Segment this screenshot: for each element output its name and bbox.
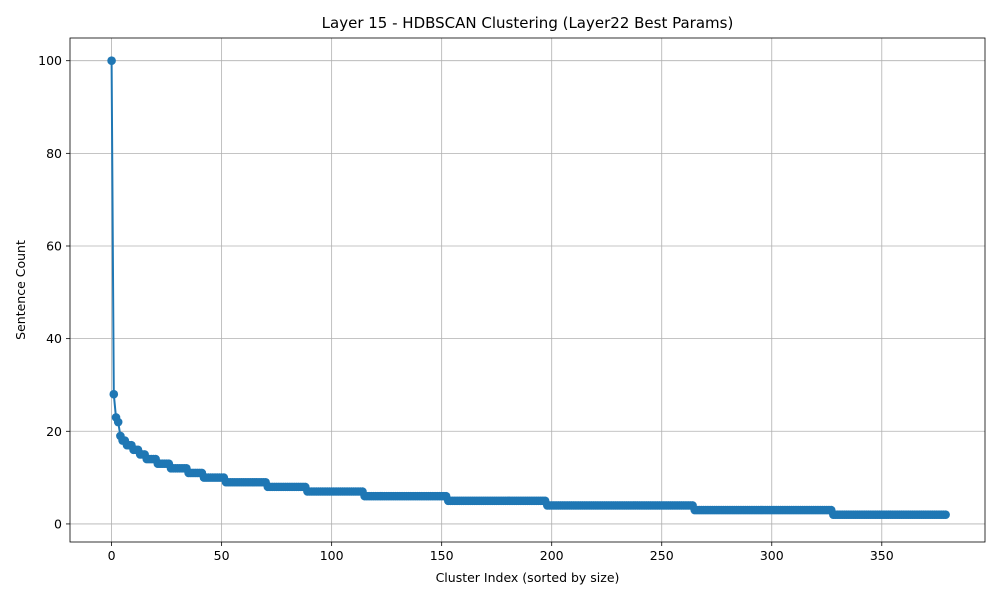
x-tick-label: 300 xyxy=(760,548,784,563)
x-tick-label: 350 xyxy=(870,548,894,563)
x-tick-label: 50 xyxy=(214,548,230,563)
y-tick-label: 20 xyxy=(46,424,62,439)
y-tick-label: 0 xyxy=(54,516,62,531)
data-point xyxy=(941,510,950,519)
x-tick-label: 0 xyxy=(108,548,116,563)
data-point xyxy=(107,56,116,65)
y-tick-label: 60 xyxy=(46,238,62,253)
data-point xyxy=(109,389,119,399)
series-line xyxy=(110,60,946,516)
data-point xyxy=(113,417,123,427)
data-layer xyxy=(107,56,950,519)
y-axis-label: Sentence Count xyxy=(13,240,28,340)
x-tick-label: 250 xyxy=(650,548,674,563)
grid-lines xyxy=(70,38,985,542)
y-tick-label: 100 xyxy=(38,53,62,68)
y-tick-label: 80 xyxy=(46,146,62,161)
x-axis-label: Cluster Index (sorted by size) xyxy=(436,570,620,585)
x-tick-label: 200 xyxy=(540,548,564,563)
chart-title: Layer 15 - HDBSCAN Clustering (Layer22 B… xyxy=(322,14,734,32)
plot-frame xyxy=(69,37,986,543)
axis-ticks: 0 50 100 150 200 250 300 350 0 20 40 60 80 100 xyxy=(38,53,894,563)
x-tick-label: 150 xyxy=(430,548,454,563)
y-tick-label: 40 xyxy=(46,331,62,346)
x-tick-label: 100 xyxy=(320,548,344,563)
